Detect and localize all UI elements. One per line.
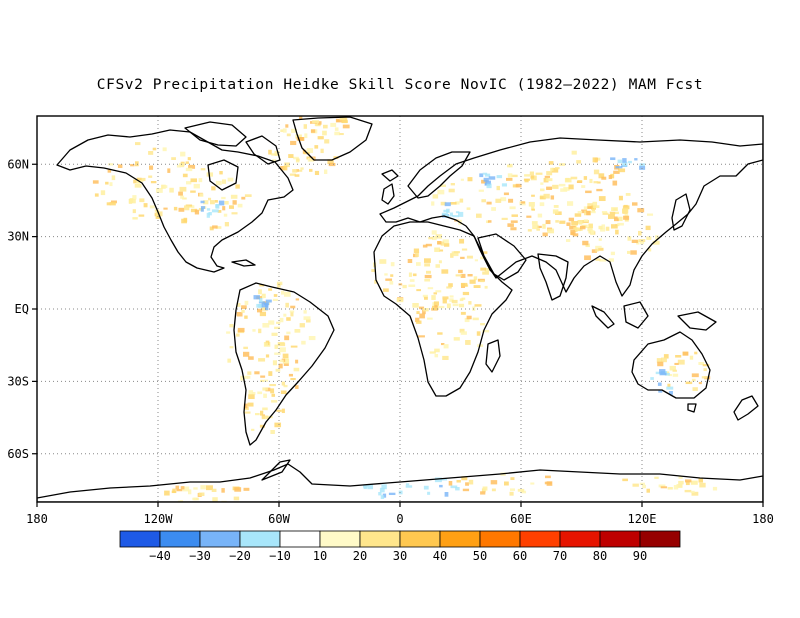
colorbar-swatch [119, 530, 161, 548]
colorbar-swatch [439, 530, 481, 548]
coast-arctic-islands [184, 121, 247, 147]
grid-lines [37, 116, 763, 502]
colorbar-swatch [399, 530, 441, 548]
coast-arabia [477, 233, 527, 281]
y-tick-label: 30S [7, 374, 29, 388]
colorbar-swatch [519, 530, 561, 548]
x-tick-label: 60W [268, 512, 290, 526]
skill-score-field [92, 116, 718, 502]
colorbar-swatch [599, 530, 641, 548]
x-tick-label: 180 [752, 512, 774, 526]
coast-japan [671, 193, 691, 231]
coast-india [537, 253, 569, 301]
colorbar-swatch [639, 530, 681, 548]
colorbar-label: −30 [189, 549, 211, 563]
coast-scandinavia [407, 151, 471, 199]
colorbar-swatch [199, 530, 241, 548]
x-tick-label: 180 [26, 512, 48, 526]
colorbar-swatch [159, 530, 201, 548]
coast-greenland [292, 116, 373, 161]
coast-baffin [245, 135, 281, 165]
coast-north-america [56, 129, 294, 273]
colorbar-label: −10 [269, 549, 291, 563]
colorbar-label: −40 [149, 549, 171, 563]
y-tick-label: 60S [7, 447, 29, 461]
coast-antarctic-peninsula [261, 459, 291, 481]
colorbar: −40 −30 −20 −10 10 20 30 40 50 60 70 80 90 [119, 530, 681, 563]
coast-borneo [623, 301, 649, 329]
colorbar-label: 10 [313, 549, 327, 563]
colorbar-swatch [359, 530, 401, 548]
coast-madagascar [485, 339, 501, 373]
coast-south-america [233, 282, 335, 446]
colorbar-label: 30 [393, 549, 407, 563]
axis-labels: 180 120W 60W 0 60E 120E 180 60N 30N EQ 30S 60S [7, 157, 774, 526]
coast-tasmania [687, 403, 697, 413]
coastlines [37, 116, 763, 502]
map-title: CFSv2 Precipitation Heidke Skill Score N… [96, 77, 704, 93]
colorbar-swatch [239, 530, 281, 548]
x-tick-label: 60E [510, 512, 532, 526]
colorbar-swatch [279, 530, 321, 548]
colorbar-label: 70 [553, 549, 567, 563]
colorbar-swatch [319, 530, 361, 548]
colorbar-label: 60 [513, 549, 527, 563]
colorbar-label: 50 [473, 549, 487, 563]
colorbar-swatch [559, 530, 601, 548]
x-tick-label: 120W [144, 512, 174, 526]
y-tick-label: EQ [15, 302, 29, 316]
colorbar-label: 80 [593, 549, 607, 563]
colorbar-swatch [479, 530, 521, 548]
x-tick-label: 0 [396, 512, 403, 526]
colorbar-label: 90 [633, 549, 647, 563]
colorbar-label: 40 [433, 549, 447, 563]
coast-cuba [231, 259, 256, 267]
coast-hudson-bay [207, 159, 239, 191]
colorbar-label: 20 [353, 549, 367, 563]
x-tick-label: 120E [628, 512, 657, 526]
y-tick-label: 30N [7, 230, 29, 244]
plot-area: 180 120W 60W 0 60E 120E 180 60N 30N EQ 30S 60S [7, 115, 774, 526]
coast-new-zealand [733, 395, 759, 421]
coast-britain [381, 183, 395, 205]
coast-antarctica [37, 463, 763, 502]
coast-australia [631, 331, 711, 399]
coast-africa [373, 221, 513, 397]
coast-iceland [381, 169, 399, 182]
coast-new-guinea [677, 311, 717, 331]
y-tick-label: 60N [7, 157, 29, 171]
coast-sumatra [591, 305, 615, 329]
colorbar-label: −20 [229, 549, 251, 563]
